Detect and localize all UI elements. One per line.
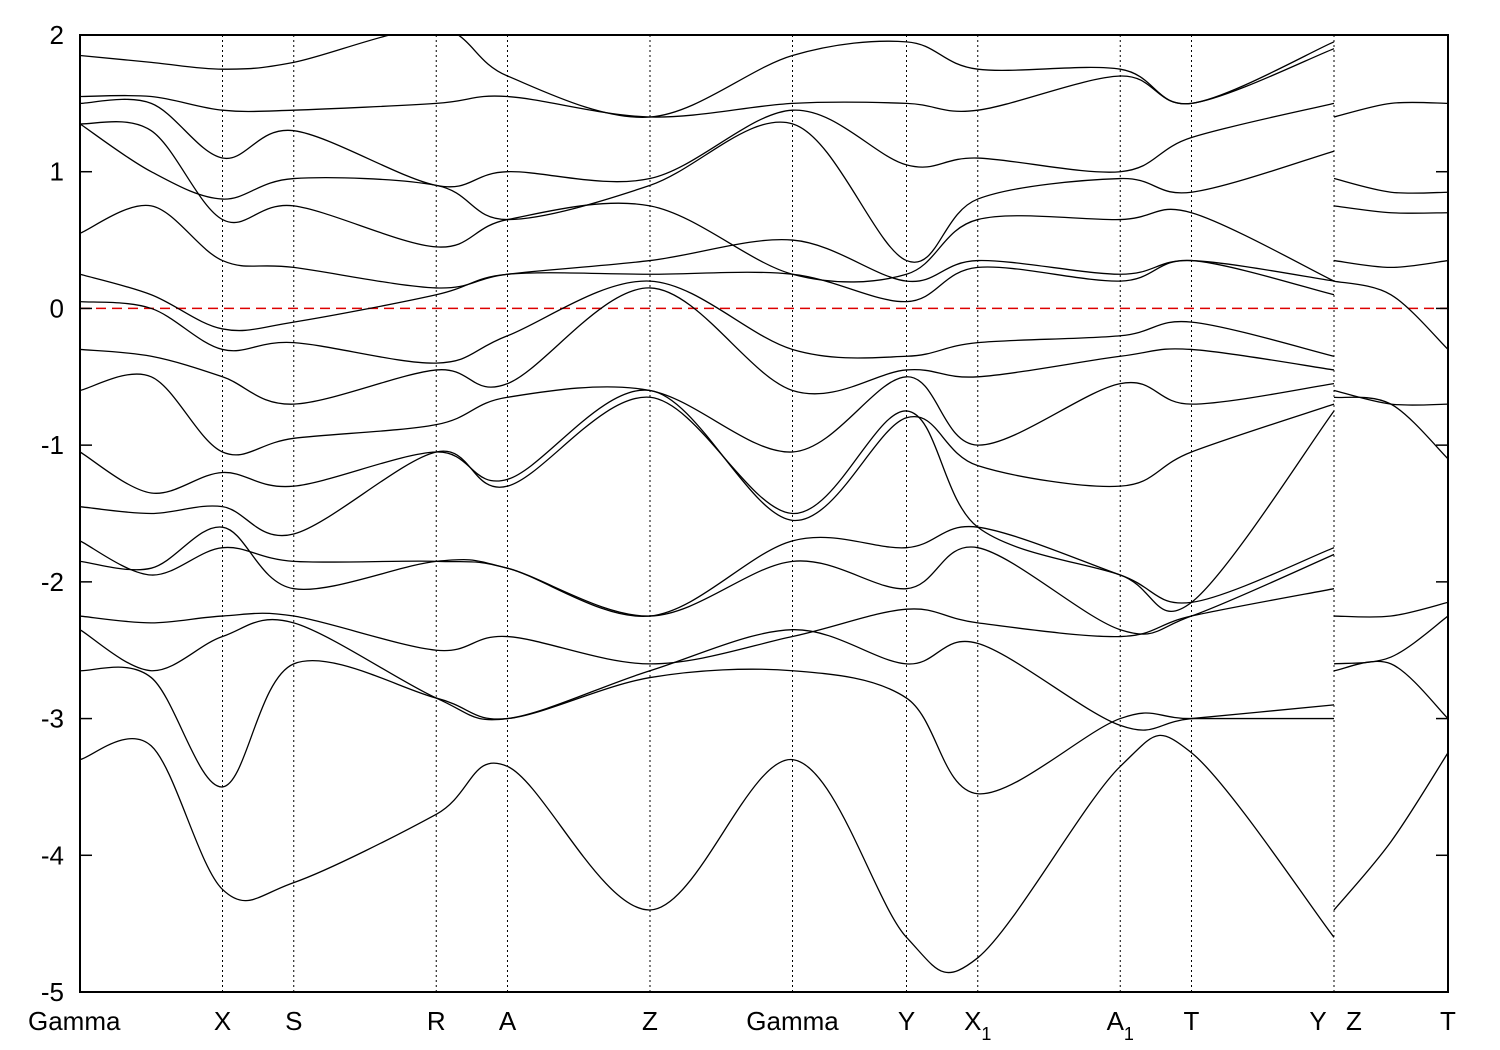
band-line-b1 xyxy=(80,734,1335,974)
y-tick-label: 2 xyxy=(50,20,64,50)
y-tick-label: -3 xyxy=(41,704,64,734)
y-tick-label: -5 xyxy=(41,977,64,1007)
band-line-b18 xyxy=(80,35,1335,118)
band-line-r8 xyxy=(1333,259,1448,269)
band-line-b17 xyxy=(80,48,1335,118)
kpoint-label: Y xyxy=(898,1006,915,1036)
kpoint-label: Gamma xyxy=(28,1006,121,1036)
kpoint-label: T xyxy=(1440,1006,1456,1036)
y-tick-label: -4 xyxy=(41,840,64,870)
band-line-r9 xyxy=(1333,205,1448,214)
kpoint-label: S xyxy=(285,1006,302,1036)
band-line-b4 xyxy=(80,588,1335,665)
kpoint-label-subscript: 1 xyxy=(981,1024,991,1044)
y-tick-label: 1 xyxy=(50,157,64,187)
band-line-b16 xyxy=(80,98,1335,188)
y-axis: 2 1 0 -1 -2 -3 -4 -5 xyxy=(41,20,1448,1007)
band-line-b11 xyxy=(80,280,1335,364)
plot-frame xyxy=(79,34,1449,993)
band-line-r7 xyxy=(1333,280,1448,350)
band-lines xyxy=(80,35,1448,974)
band-line-r1 xyxy=(1333,752,1448,911)
kpoint-label: X xyxy=(214,1006,231,1036)
kpoint-label: Z xyxy=(642,1006,658,1036)
kpoint-label: T xyxy=(1184,1006,1200,1036)
band-line-r6 xyxy=(1333,389,1448,406)
band-line-b8 xyxy=(80,389,1335,522)
band-line-b15 xyxy=(80,121,1335,263)
band-line-b7 xyxy=(80,396,1335,613)
kpoint-label: A xyxy=(499,1006,517,1036)
band-line-r4 xyxy=(1333,601,1448,618)
band-line-b13 xyxy=(80,204,1335,289)
band-line-b9 xyxy=(80,373,1335,456)
band-line-b14 xyxy=(80,121,1335,283)
band-line-r3 xyxy=(1333,615,1448,665)
y-tick-label: -2 xyxy=(41,567,64,597)
band-line-r11 xyxy=(1333,101,1448,118)
y-tick-label: 0 xyxy=(50,293,64,323)
kpoint-label: Y xyxy=(1309,1006,1326,1036)
band-line-b10 xyxy=(80,287,1335,405)
kpoint-label: Gamma xyxy=(746,1006,839,1036)
y-tick-label: -1 xyxy=(41,430,64,460)
kpoint-label-subscript: 1 xyxy=(1124,1024,1134,1044)
band-line-r10 xyxy=(1333,177,1448,194)
kpoint-label: R xyxy=(427,1006,446,1036)
band-line-b12 xyxy=(80,259,1335,332)
band-line-r2 xyxy=(1333,660,1448,720)
band-line-b3 xyxy=(80,618,1335,731)
kpoint-label: Z xyxy=(1346,1006,1362,1036)
band-line-b5 xyxy=(80,526,1335,635)
